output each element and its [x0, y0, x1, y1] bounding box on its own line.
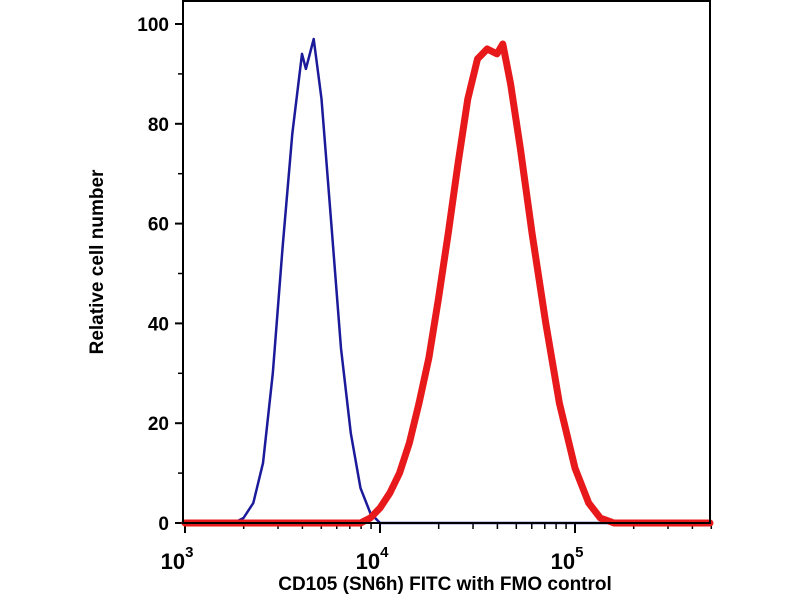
- y-tick-label: 20: [148, 414, 169, 435]
- y-tick-label: 0: [158, 514, 169, 535]
- x-tick-exponent: 5: [575, 544, 583, 561]
- y-tick-label: 60: [148, 215, 169, 236]
- x-tick-label: 105: [551, 544, 584, 574]
- series-line-cd105-fitc: [181, 40, 714, 527]
- x-tick-base: 10: [356, 549, 380, 574]
- x-tick-label: 104: [356, 544, 389, 574]
- x-axis-label: CD105 (SN6h) FITC with FMO control: [278, 574, 612, 595]
- series-group: [181, 37, 714, 527]
- y-tick-label: 100: [137, 15, 169, 36]
- x-tick-base: 10: [551, 549, 575, 574]
- plot-frame: [182, 0, 711, 524]
- y-tick-label: 80: [148, 115, 169, 136]
- x-tick-base: 10: [161, 549, 185, 574]
- x-tick-label: 103: [161, 544, 194, 574]
- x-tick-exponent: 4: [380, 544, 389, 561]
- y-tick-label: 40: [148, 314, 169, 335]
- x-tick-exponent: 3: [185, 544, 193, 561]
- series-line-fmo-control: [183, 37, 712, 525]
- y-axis-label: Relative cell number: [87, 169, 108, 354]
